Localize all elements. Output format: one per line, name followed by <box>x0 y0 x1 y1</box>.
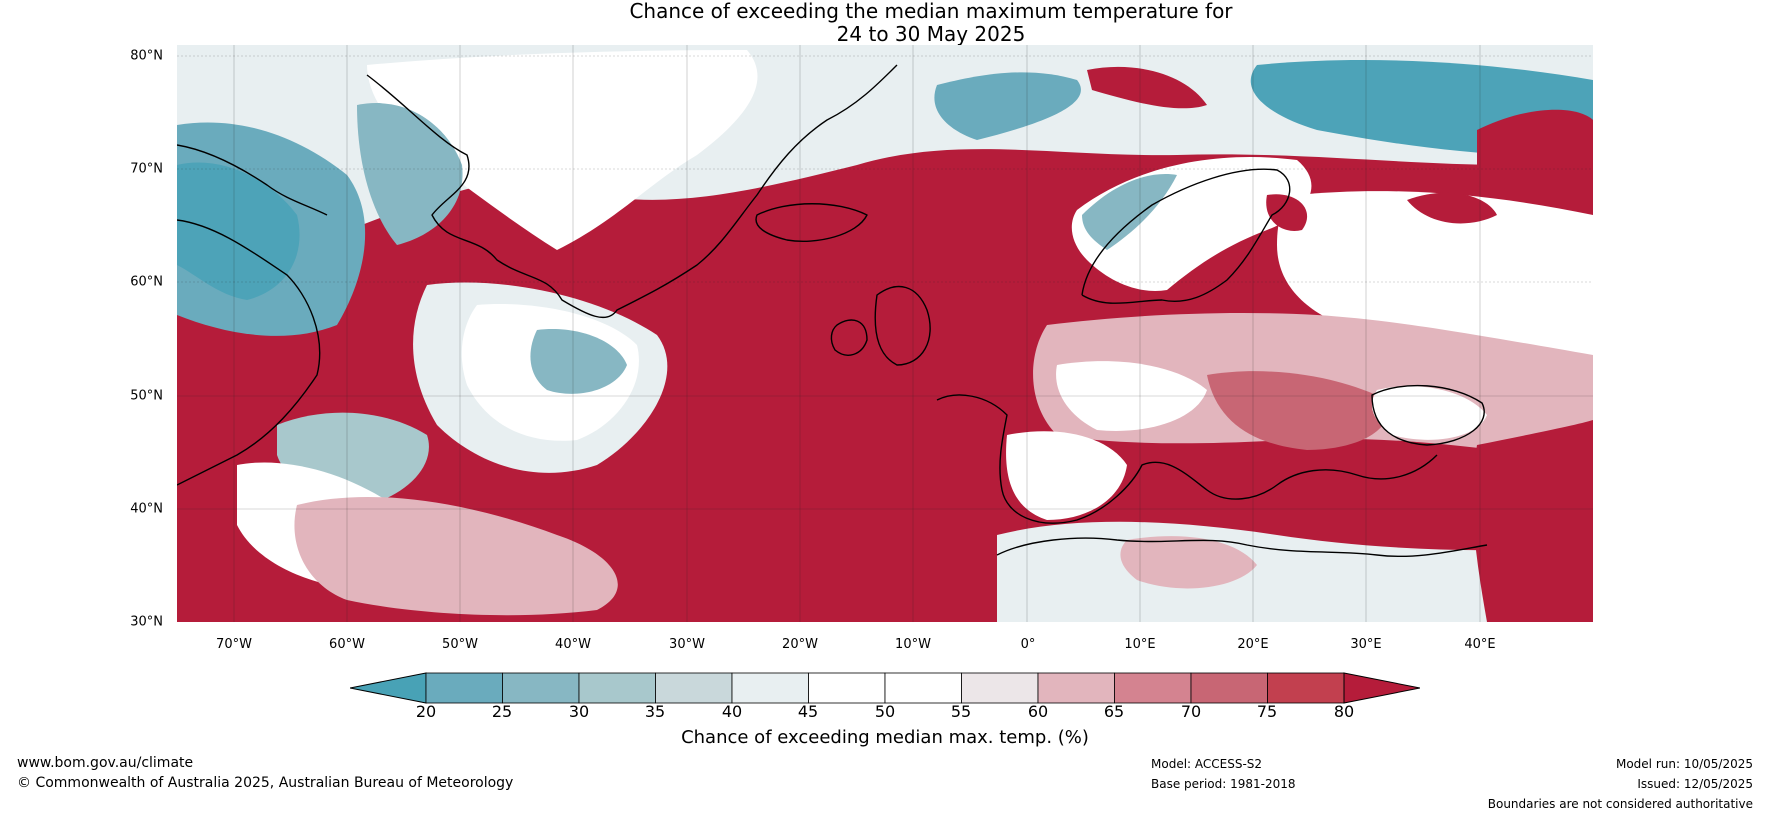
colorbar-segment <box>884 672 962 704</box>
colorbar-tick-label: 25 <box>491 702 513 721</box>
colorbar-tick-label: 60 <box>1027 702 1049 721</box>
colorbar-tick-label: 50 <box>874 702 896 721</box>
lon-label: 70°W <box>216 637 252 652</box>
footer-disclaimer: Boundaries are not considered authoritat… <box>1487 797 1753 811</box>
colorbar-over-arrow <box>1343 672 1420 704</box>
lon-label: 30°E <box>1350 637 1382 652</box>
colorbar-segment <box>1037 672 1115 704</box>
lon-label: 60°W <box>329 637 365 652</box>
colorbar-tick-label: 65 <box>1103 702 1125 721</box>
colorbar-tick-label: 40 <box>721 702 743 721</box>
colorbar-tick-label: 80 <box>1333 702 1355 721</box>
lat-label: 50°N <box>130 388 163 404</box>
lon-label: 50°W <box>442 637 478 652</box>
colorbar-tick-label: 45 <box>797 702 819 721</box>
coastlines <box>177 64 1488 558</box>
lat-label: 40°N <box>130 501 163 517</box>
subtropical-pale-region <box>294 496 618 616</box>
map-title: Chance of exceeding the median maximum t… <box>0 0 1770 46</box>
labrador-blue-core <box>177 162 300 300</box>
colorbar-segment <box>808 672 886 704</box>
footer-model: Model: ACCESS-S2 <box>1151 757 1263 771</box>
lat-label: 60°N <box>130 274 163 290</box>
black-sea-coastline <box>1371 384 1485 446</box>
balkans-warm-region <box>1207 371 1389 450</box>
scandinavia-coastline <box>1081 168 1291 304</box>
colorbar-segment <box>1190 672 1268 704</box>
arctic-blue-region <box>934 72 1081 140</box>
colorbar-tick-label: 30 <box>568 702 590 721</box>
lon-label: 10°E <box>1124 637 1156 652</box>
lon-label: 0° <box>1020 637 1036 652</box>
greenland-coastline <box>366 64 898 319</box>
colorbar-segment <box>502 672 580 704</box>
colorbar-segment <box>1267 672 1345 704</box>
lon-label: 40°W <box>555 637 591 652</box>
russia-warm-region <box>1407 192 1497 224</box>
iceland-coastline <box>755 203 868 242</box>
map-gridlines <box>177 45 1593 622</box>
colorbar-segment <box>731 672 809 704</box>
ireland-coastline <box>830 319 868 356</box>
footer-url: www.bom.gov.au/climate <box>17 755 194 771</box>
greenland-land <box>367 50 758 250</box>
footer-issued: Issued: 12/05/2025 <box>1637 777 1753 791</box>
central-europe-white-region <box>1056 361 1207 431</box>
footer-model-run: Model run: 10/05/2025 <box>1615 757 1753 771</box>
colorbar-tick-label: 20 <box>415 702 437 721</box>
colorbar <box>350 672 1420 704</box>
colorbar-segment <box>961 672 1039 704</box>
kara-warm-region <box>1477 109 1593 217</box>
footer-base-period: Base period: 1981-2018 <box>1151 777 1296 791</box>
iberia-land <box>1006 431 1127 520</box>
lon-label: 10°W <box>895 637 931 652</box>
norway-coast-cool-region <box>1082 174 1177 250</box>
mid-atlantic-blue-region <box>530 329 627 394</box>
lon-label: 20°W <box>782 637 818 652</box>
lon-label: 20°E <box>1237 637 1269 652</box>
footer-copyright: © Commonwealth of Australia 2025, Austra… <box>17 775 514 791</box>
colorbar-segment <box>578 672 656 704</box>
colorbar-tick-label: 70 <box>1180 702 1202 721</box>
north-africa-pale-region <box>1120 536 1257 589</box>
colorbar-tick-label: 75 <box>1256 702 1278 721</box>
colorbar-under-arrow <box>350 672 427 704</box>
colorbar-segment <box>1114 672 1192 704</box>
title-line-2: 24 to 30 May 2025 <box>836 22 1026 46</box>
hudson-coastline <box>177 144 328 216</box>
europe-coastline <box>936 394 1438 524</box>
lon-label: 30°W <box>669 637 705 652</box>
middle-east-warm-region <box>1472 420 1593 622</box>
colorbar-tick-label: 35 <box>644 702 666 721</box>
lat-label: 80°N <box>130 48 163 64</box>
svalbard-warm-region <box>1087 66 1207 109</box>
colorbar-segment <box>655 672 733 704</box>
title-line-1: Chance of exceeding the median maximum t… <box>629 0 1233 23</box>
lat-label: 30°N <box>130 614 163 630</box>
probability-map <box>177 45 1593 622</box>
africa-coastline <box>996 537 1488 558</box>
lon-label: 40°E <box>1464 637 1496 652</box>
labrador-coastline <box>177 219 321 486</box>
britain-coastline <box>874 285 931 366</box>
finland-warm-region <box>1266 194 1308 231</box>
colorbar-title: Chance of exceeding median max. temp. (%… <box>681 727 1089 748</box>
colorbar-segment <box>425 672 503 704</box>
colorbar-tick-label: 55 <box>950 702 972 721</box>
lat-label: 70°N <box>130 161 163 177</box>
black-sea-white-region <box>1372 386 1487 440</box>
